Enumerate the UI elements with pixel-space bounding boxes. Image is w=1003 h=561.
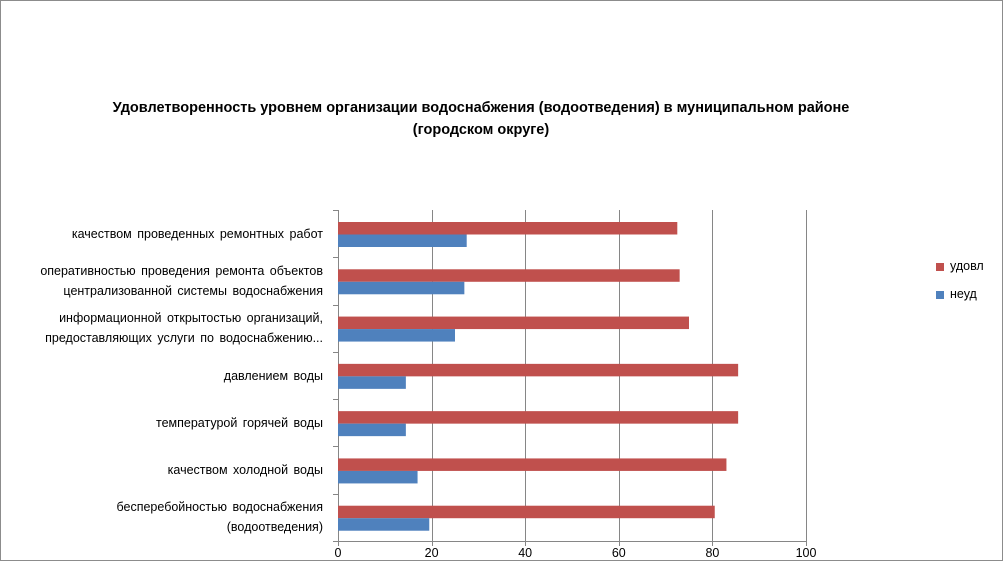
category-label-line: температурой горячей воды: [155, 415, 323, 430]
category-label: качеством проведенных ремонтных работ: [1, 224, 323, 244]
legend-label: неуд: [950, 287, 977, 301]
bar-udovl: [338, 316, 689, 330]
bar-neud: [338, 518, 430, 531]
category-label-line: централизованной системы водоснабжения: [63, 283, 323, 298]
bar-neud: [338, 423, 406, 437]
bar-udovl: [338, 458, 727, 471]
chart-title: Удовлетворенность уровнем организации во…: [61, 97, 901, 141]
x-tick-label: 100: [796, 546, 817, 560]
bar-neud: [338, 376, 406, 389]
category-label: оперативностью проведения ремонта объект…: [1, 261, 323, 301]
category-label-line: бесперебойностью водоснабжения: [116, 500, 323, 515]
category-label: температурой горячей воды: [1, 413, 323, 433]
category-label: бесперебойностью водоснабжения (водоотвед…: [1, 497, 323, 537]
bar-udovl: [338, 411, 739, 424]
x-tick-label: 20: [425, 546, 439, 560]
x-tick-label: 0: [335, 546, 342, 560]
bar-neud: [338, 470, 418, 484]
chart-title-line-1: Удовлетворенность уровнем организации во…: [112, 100, 850, 116]
category-label-line: качеством проведенных ремонтных работ: [71, 226, 323, 241]
legend-item: неуд: [936, 287, 1003, 303]
bar-udovl: [338, 222, 678, 235]
category-label-line: качеством холодной воды: [167, 463, 323, 478]
category-label: давлением воды: [1, 366, 323, 386]
legend-swatch: [936, 262, 944, 271]
category-label: качеством холодной воды: [1, 460, 323, 480]
bar-udovl: [338, 505, 715, 519]
legend-label: удовл: [950, 259, 984, 273]
category-label-line: (водоотведения): [226, 520, 323, 535]
x-tick-label: 60: [612, 546, 626, 560]
bar-neud: [338, 329, 455, 342]
category-label-line: предоставляющих услуги по водоснабжению.…: [45, 331, 323, 346]
category-label: информационной открытостью организаций, п…: [1, 308, 323, 348]
legend-item: удовл: [936, 259, 1003, 275]
category-label-line: информационной открытостью организаций,: [59, 311, 323, 326]
chart-title-line-2: (городском округе): [412, 122, 550, 138]
x-tick-label: 80: [705, 546, 719, 560]
bar-udovl: [338, 269, 680, 282]
legend-swatch: [936, 290, 944, 299]
bar-udovl: [338, 363, 739, 377]
category-label-line: давлением воды: [223, 368, 323, 383]
x-tick-label: 40: [518, 546, 532, 560]
bar-neud: [338, 281, 465, 295]
category-label-line: оперативностью проведения ремонта объект…: [40, 263, 323, 278]
bar-neud: [338, 234, 467, 247]
